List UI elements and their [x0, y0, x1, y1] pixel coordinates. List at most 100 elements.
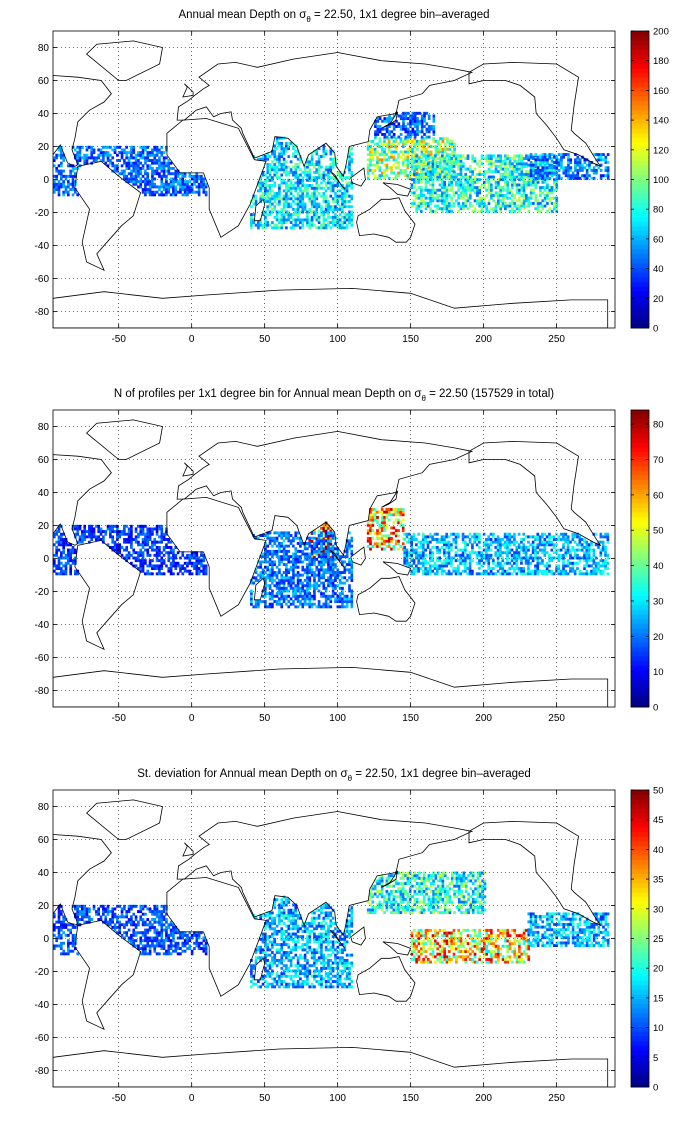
data-cell	[464, 556, 467, 560]
data-cell	[179, 180, 182, 184]
data-cell	[450, 548, 453, 552]
data-cell	[541, 158, 545, 162]
data-cell	[134, 177, 138, 181]
data-cell	[506, 543, 509, 547]
data-cell	[490, 164, 493, 168]
data-cell	[409, 119, 412, 123]
data-cell	[146, 532, 150, 536]
data-cell	[266, 536, 270, 540]
data-cell	[329, 163, 333, 166]
data-cell	[448, 167, 451, 171]
data-cell	[179, 188, 182, 192]
data-cell	[459, 186, 463, 190]
data-cell	[499, 191, 503, 195]
data-cell	[569, 176, 573, 180]
data-cell	[299, 539, 302, 543]
data-cell	[275, 165, 279, 169]
data-cell	[320, 581, 323, 585]
data-cell	[183, 190, 187, 194]
data-cell	[411, 111, 415, 115]
data-cell	[327, 584, 330, 588]
data-cell	[529, 178, 533, 182]
data-cell	[527, 183, 531, 187]
data-cell	[420, 142, 424, 146]
data-cell	[464, 204, 467, 208]
data-cell	[371, 529, 375, 533]
data-cell	[383, 158, 386, 162]
data-cell	[197, 556, 201, 560]
data-cell	[416, 122, 419, 126]
data-cell	[261, 181, 265, 185]
data-cell	[399, 139, 403, 143]
data-cell	[317, 155, 321, 159]
data-cell	[280, 218, 284, 222]
data-cell	[511, 172, 514, 176]
data-cell	[174, 545, 178, 549]
data-cell	[331, 557, 335, 561]
data-cell	[280, 602, 284, 606]
data-cell	[448, 209, 451, 213]
data-cell	[490, 186, 493, 190]
data-cell	[496, 538, 500, 541]
data-cell	[257, 605, 260, 609]
data-cell	[436, 556, 439, 560]
data-cell	[313, 205, 316, 209]
data-cell	[462, 207, 465, 211]
data-cell	[257, 157, 260, 161]
data-cell	[275, 168, 279, 172]
data-cell	[424, 535, 427, 539]
data-cell	[532, 180, 535, 184]
data-cell	[369, 537, 372, 540]
data-cell	[151, 543, 154, 547]
data-cell	[487, 556, 491, 560]
data-cell	[144, 190, 147, 194]
data-cell	[317, 573, 321, 577]
data-cell	[548, 199, 552, 203]
data-cell	[348, 205, 351, 209]
data-cell	[494, 186, 498, 190]
data-cell	[60, 169, 63, 173]
data-cell	[264, 581, 267, 585]
data-cell	[445, 201, 449, 205]
data-cell	[406, 176, 410, 180]
data-cell	[496, 548, 500, 552]
data-cell	[137, 553, 140, 557]
data-cell	[399, 114, 403, 118]
data-cell	[487, 188, 491, 192]
data-cell	[275, 536, 279, 540]
data-cell	[411, 142, 414, 146]
data-cell	[259, 221, 263, 225]
data-cell	[317, 605, 321, 609]
data-cell	[536, 168, 540, 172]
data-cell	[275, 600, 279, 604]
title-subscript: θ	[421, 394, 426, 403]
data-cell	[419, 186, 423, 190]
data-cell	[395, 125, 398, 128]
data-cell	[280, 149, 284, 153]
data-cell	[466, 553, 470, 557]
data-cell	[264, 602, 267, 606]
data-cell	[130, 524, 133, 528]
data-cell	[102, 153, 105, 157]
colorbar-swatch	[631, 72, 649, 78]
data-cell	[541, 180, 545, 184]
data-cell	[378, 526, 382, 530]
data-cell	[268, 163, 272, 166]
data-cell	[480, 564, 484, 568]
data-cell	[406, 174, 410, 178]
data-cell	[116, 527, 119, 531]
data-cell	[390, 513, 393, 517]
data-cell	[338, 594, 342, 598]
data-cell	[436, 532, 439, 536]
data-cell	[64, 177, 68, 181]
data-cell	[57, 559, 61, 563]
data-cell	[294, 210, 298, 214]
data-cell	[415, 139, 419, 143]
data-cell	[67, 193, 70, 197]
data-cell	[301, 552, 305, 556]
data-cell	[280, 147, 284, 151]
data-cell	[271, 549, 274, 553]
data-cell	[158, 166, 161, 170]
data-cell	[268, 202, 272, 206]
data-cell	[334, 184, 337, 188]
